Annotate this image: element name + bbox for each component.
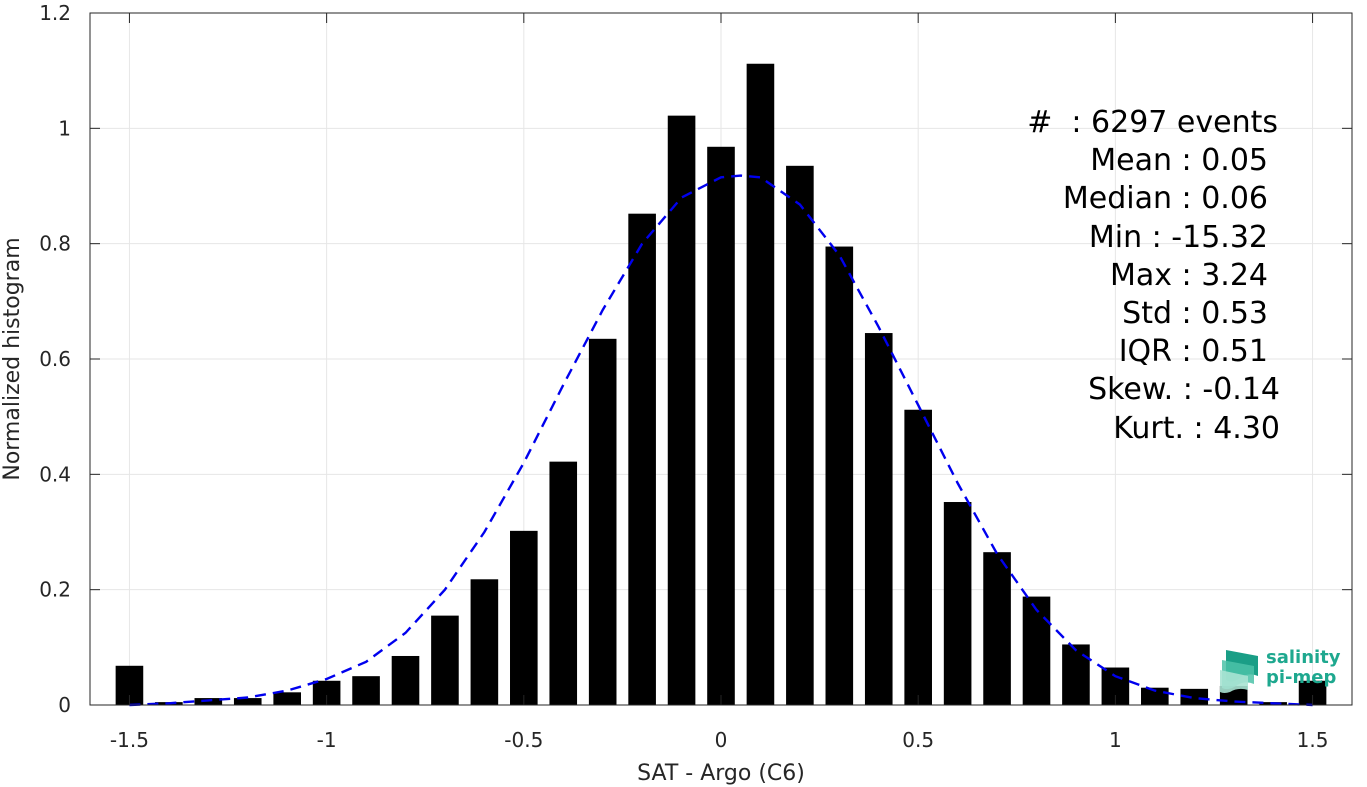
logo-line-1: salinity	[1266, 647, 1341, 668]
stat-median: Median : 0.06	[1062, 181, 1268, 217]
histogram-bar	[1022, 596, 1051, 705]
x-tick-label: -1.5	[110, 728, 149, 752]
histogram-bar	[904, 409, 932, 705]
y-tick-label: 1.2	[39, 1, 71, 25]
histogram-bar	[707, 146, 735, 705]
histogram-bar	[864, 333, 893, 705]
histogram-bar	[1141, 687, 1169, 705]
stat-kurt: Kurt. : 4.30	[1113, 410, 1280, 446]
stat-iqr: IQR : 0.51	[1118, 334, 1268, 370]
y-tick-label: 0.2	[39, 578, 71, 602]
y-tick-label: 1	[58, 116, 71, 140]
histogram-bar	[825, 246, 854, 706]
histogram-bar	[1062, 644, 1090, 705]
histogram-bar	[549, 461, 578, 705]
y-tick-label: 0.4	[39, 462, 71, 486]
histogram-bar	[391, 655, 420, 705]
histogram-bar	[628, 213, 656, 705]
stat-count: # : 6297 events	[1027, 105, 1278, 140]
stat-max: Max : 3.24	[1110, 257, 1268, 293]
logo-text: salinity pi-mep	[1266, 648, 1341, 688]
histogram-bar	[273, 692, 301, 705]
y-tick-label: 0	[58, 693, 71, 717]
y-axis-label: Normalized histogram	[0, 237, 25, 480]
histogram-bar	[510, 530, 538, 705]
x-tick-label: -0.5	[504, 728, 543, 752]
x-tick-label: 1	[1109, 728, 1122, 752]
y-tick-label: 0.8	[39, 232, 71, 256]
histogram-bar	[786, 165, 814, 706]
statistics-box: # : 6297 events Mean : 0.05 Median : 0.0…	[960, 104, 1280, 448]
normal-fit-curve	[129, 174, 1313, 707]
histogram-bar	[1180, 688, 1209, 705]
axis-ticks	[90, 12, 1352, 706]
x-tick-label: -1	[317, 728, 337, 752]
wave-icon	[1220, 650, 1258, 693]
salinity-pimep-logo: salinity pi-mep	[1218, 646, 1348, 696]
y-tick-labels: 0 0.2 0.4 0.6 0.8 1 1.2	[39, 1, 71, 717]
histogram-bar	[588, 338, 617, 705]
histogram-bar	[943, 502, 972, 705]
histogram-bar	[233, 698, 262, 705]
x-axis-label: SAT - Argo (C6)	[637, 761, 805, 786]
x-tick-label: 0.5	[902, 728, 934, 752]
histogram-bars	[115, 63, 1327, 706]
stat-min: Min : -15.32	[1088, 219, 1268, 255]
x-tick-label: 0	[715, 728, 728, 752]
histogram-bar	[431, 615, 459, 705]
y-tick-label: 0.6	[39, 347, 71, 371]
histogram-bar	[983, 552, 1011, 705]
stat-skew: Skew. : -0.14	[1088, 372, 1280, 408]
stat-mean: Mean : 0.05	[1090, 143, 1268, 179]
x-tick-labels: -1.5 -1 -0.5 0 0.5 1 1.5	[110, 728, 1329, 752]
x-tick-label: 1.5	[1297, 728, 1329, 752]
stat-std: Std : 0.53	[1122, 296, 1268, 332]
histogram-bar	[352, 676, 380, 705]
histogram-bar	[667, 115, 696, 705]
logo-line-2: pi-mep	[1266, 667, 1337, 688]
histogram-bar	[470, 579, 499, 705]
histogram-bar	[746, 63, 775, 706]
